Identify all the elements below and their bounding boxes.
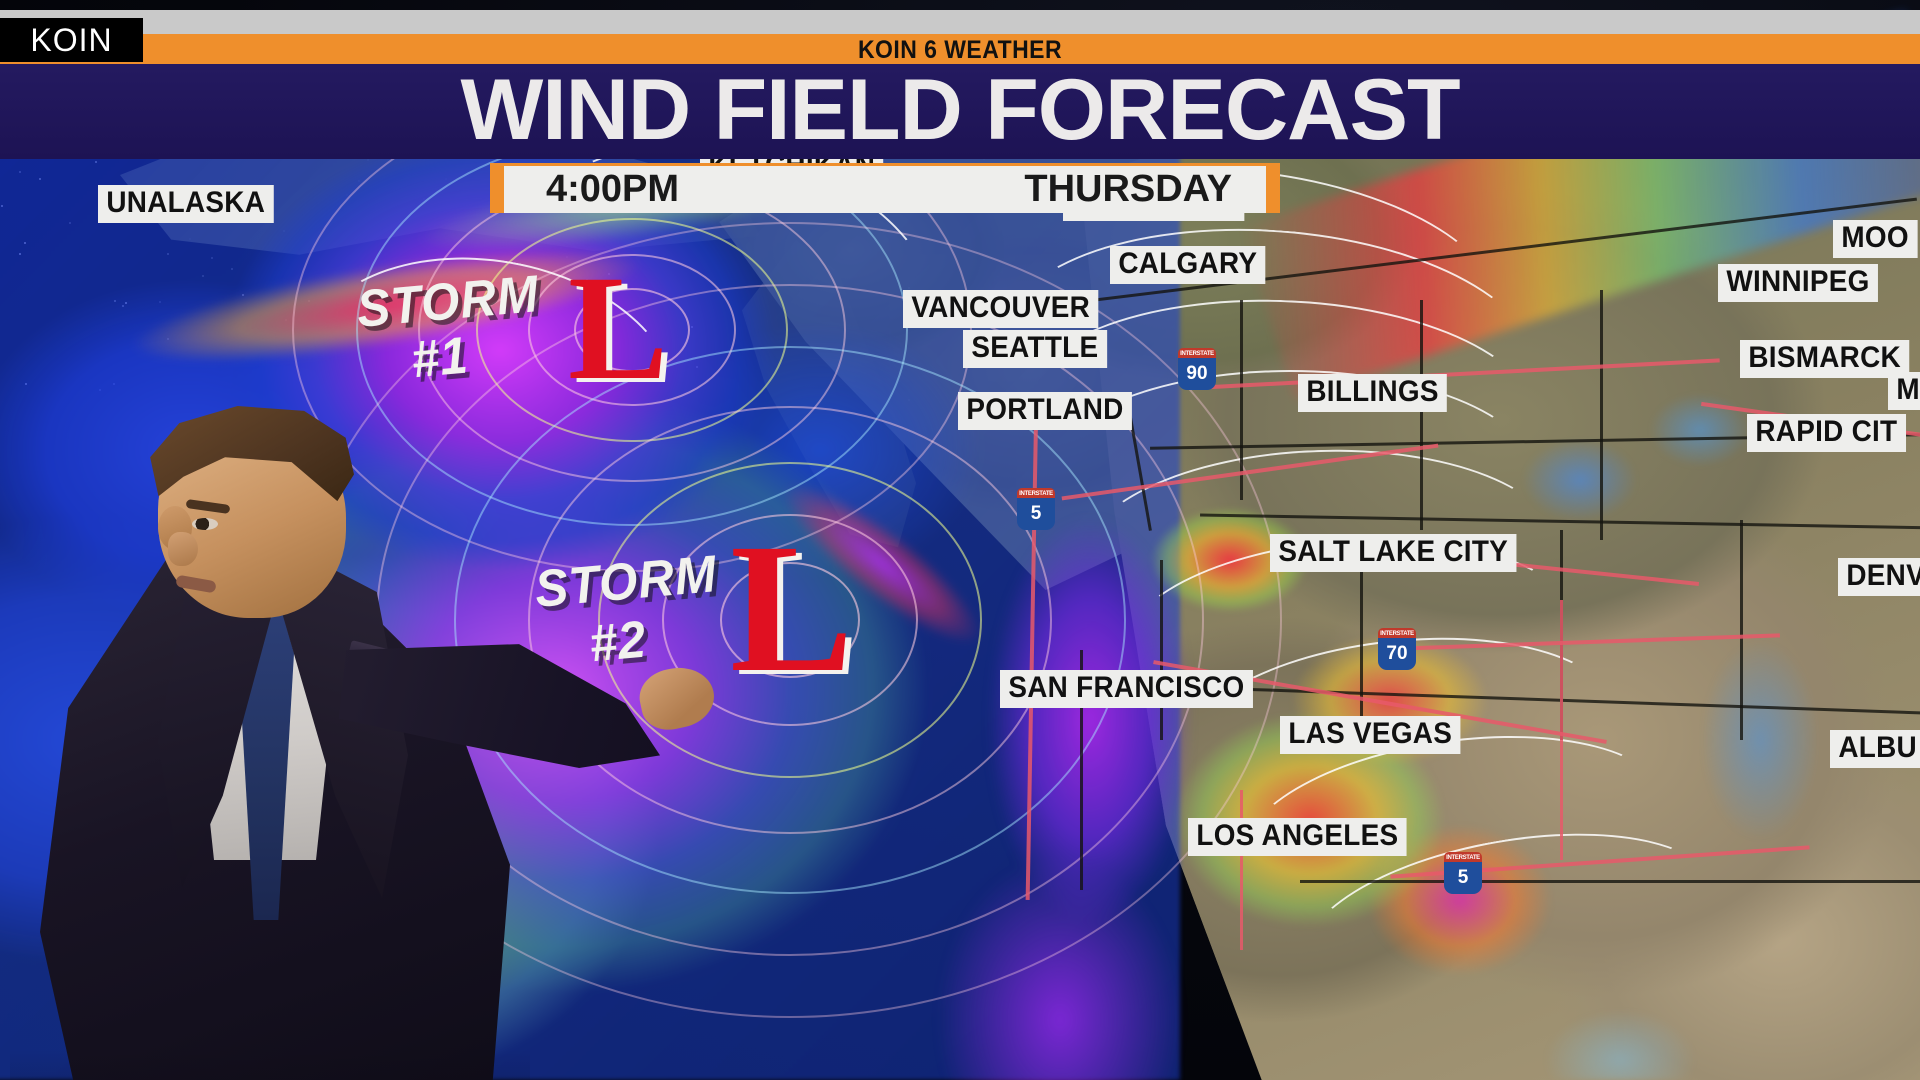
city-label: CALGARY: [1110, 246, 1266, 284]
interstate-route: [1560, 600, 1563, 860]
eye: [192, 518, 218, 530]
interstate-shield-icon: INTERSTATE 70: [1378, 628, 1416, 670]
city-label: ALBU: [1830, 730, 1920, 768]
title-bar: [0, 64, 1920, 159]
station-logo-text: KOIN: [30, 21, 113, 58]
shield-number: 5: [1017, 498, 1055, 530]
weather-banner-text: KOIN 6 WEATHER: [857, 36, 1063, 64]
city-label: LOS ANGELES: [1188, 818, 1407, 856]
forecast-day: THURSDAY: [1024, 168, 1232, 210]
low-pressure-symbol: L: [568, 245, 669, 411]
city-label: LAS VEGAS: [1280, 716, 1461, 754]
interstate-shield-icon: INTERSTATE 5: [1444, 852, 1482, 894]
city-label: DENV: [1838, 558, 1920, 596]
station-logo[interactable]: KOIN: [0, 18, 143, 62]
city-label: RAPID CIT: [1747, 414, 1906, 452]
interstate-shield-icon: INTERSTATE 5: [1017, 488, 1055, 530]
city-label: BISMARCK: [1740, 340, 1910, 378]
political-border: [1360, 540, 1363, 740]
city-label: UNALASKA: [98, 185, 274, 223]
political-border: [1600, 290, 1603, 540]
political-border: [1300, 880, 1920, 883]
shield-number: 70: [1378, 638, 1416, 670]
weather-banner-bar: [0, 34, 1920, 64]
shield-banner: INTERSTATE: [1178, 348, 1216, 360]
political-border: [1080, 650, 1083, 890]
storm-number: #2: [587, 610, 649, 674]
streamline: [1040, 370, 1540, 590]
page-title: WIND FIELD FORECAST: [460, 62, 1460, 158]
political-border: [1160, 560, 1163, 740]
lower-shadow: [10, 1050, 530, 1080]
forecast-time: 4:00PM: [546, 168, 680, 210]
top-gray-bar: [0, 10, 1920, 37]
low-pressure-symbol: L: [730, 506, 854, 711]
shield-number: 90: [1178, 358, 1216, 390]
political-border: [1740, 520, 1743, 740]
city-label: SEATTLE: [963, 330, 1107, 368]
meteorologist: [10, 210, 720, 1080]
city-label: BILLINGS: [1298, 374, 1448, 412]
shield-banner: INTERSTATE: [1017, 488, 1055, 500]
city-label: WINNIPEG: [1718, 264, 1879, 302]
interstate-shield-icon: INTERSTATE 90: [1178, 348, 1216, 390]
political-border: [1420, 300, 1423, 530]
city-label: PORTLAND: [958, 392, 1132, 430]
city-label: VANCOUVER: [903, 290, 1099, 328]
nose: [168, 532, 198, 566]
shield-banner: INTERSTATE: [1378, 628, 1416, 640]
shield-banner: INTERSTATE: [1444, 852, 1482, 864]
forecast-time-bar[interactable]: 4:00PM THURSDAY: [490, 163, 1280, 213]
city-label: SALT LAKE CITY: [1270, 534, 1517, 572]
interstate-route: [1240, 790, 1243, 950]
city-label: MI: [1888, 372, 1920, 410]
shield-number: 5: [1444, 862, 1482, 894]
political-border: [1240, 300, 1243, 500]
city-label: SAN FRANCISCO: [1000, 670, 1253, 708]
city-label: MOO: [1833, 220, 1918, 258]
